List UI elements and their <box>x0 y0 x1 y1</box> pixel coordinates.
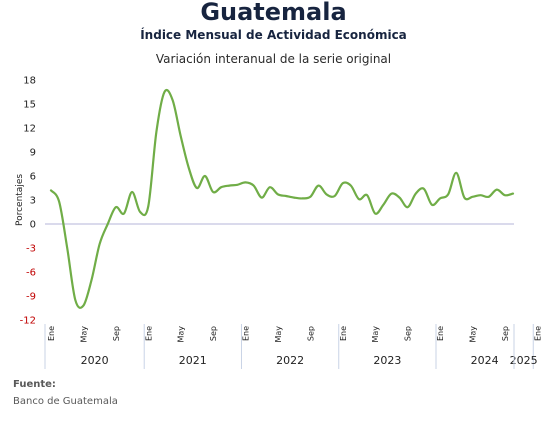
y-tick-label: 15 <box>23 100 36 111</box>
x-tick-label: Ene <box>144 326 153 341</box>
y-tick-label: 0 <box>30 220 36 231</box>
y-tick-label: -12 <box>20 316 36 327</box>
y-tick-label: -6 <box>26 268 36 279</box>
year-label: 2022 <box>276 354 304 367</box>
x-tick-label: May <box>469 326 478 343</box>
year-label: 2025 <box>510 354 538 367</box>
x-tick-label: Sep <box>209 326 218 341</box>
y-axis-label: Porcentajes <box>15 174 25 226</box>
source-text: Banco de Guatemala <box>13 396 118 407</box>
source-label: Fuente: <box>13 379 56 390</box>
x-tick-label: May <box>177 326 186 343</box>
x-tick-label: Ene <box>436 326 445 341</box>
y-tick-label: -9 <box>26 292 36 303</box>
year-label: 2020 <box>81 354 109 367</box>
x-tick-label: Sep <box>501 326 510 341</box>
chart-subtitle: Índice Mensual de Actividad Económica <box>140 28 407 42</box>
x-tick-label: Ene <box>242 326 251 341</box>
y-tick-label: 18 <box>23 76 36 87</box>
x-tick-label: May <box>371 326 380 343</box>
series-line <box>49 88 515 309</box>
x-tick-label: Ene <box>533 326 542 341</box>
x-tick-label: Sep <box>306 326 315 341</box>
y-tick-label: 12 <box>23 124 36 135</box>
x-tick-label: Ene <box>339 326 348 341</box>
y-tick-label: -3 <box>26 244 36 255</box>
x-tick-label: Ene <box>47 326 56 341</box>
chart-subtitle-secondary: Variación interanual de la serie origina… <box>155 52 392 66</box>
x-tick-label: May <box>79 326 88 343</box>
year-label: 2021 <box>179 354 207 367</box>
x-tick-label: Sep <box>404 326 413 341</box>
chart-title: Guatemala <box>200 0 347 26</box>
x-tick-label: May <box>274 326 283 343</box>
year-label: 2024 <box>471 354 499 367</box>
y-tick-label: 9 <box>30 148 36 159</box>
year-label: 2023 <box>373 354 401 367</box>
y-tick-label: 3 <box>30 196 36 207</box>
y-tick-label: 6 <box>30 172 36 183</box>
x-tick-label: Sep <box>112 326 121 341</box>
